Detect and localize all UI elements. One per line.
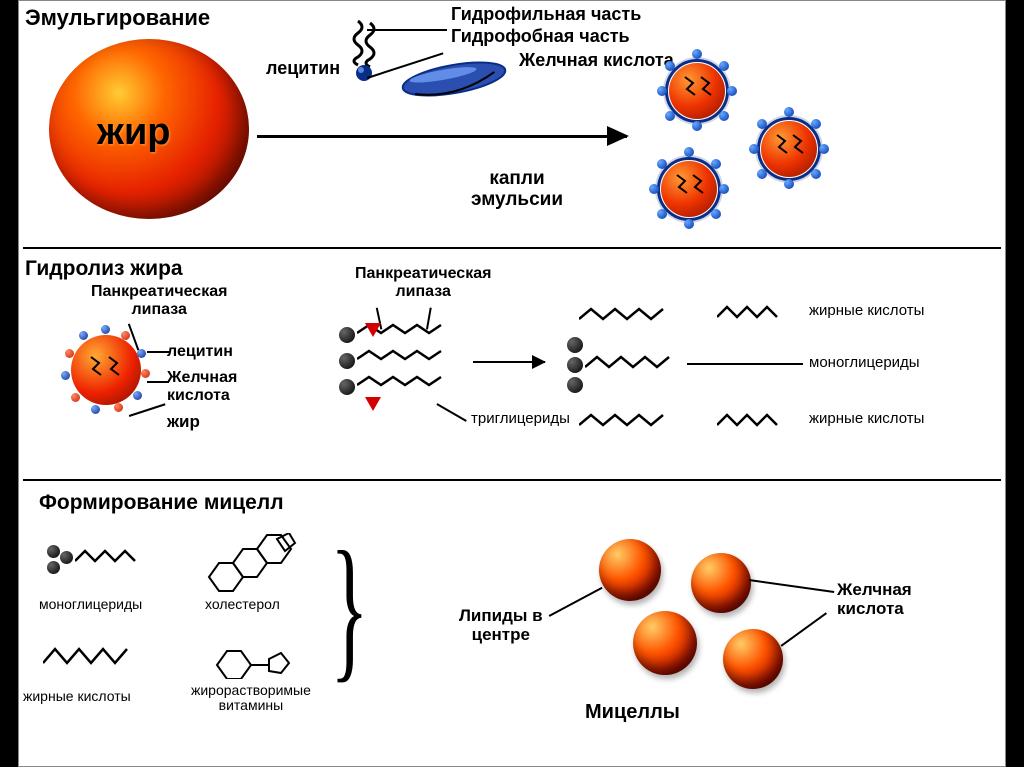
callout-lecithin	[147, 351, 169, 353]
callout-bile	[147, 381, 169, 383]
fatty-acids-label: жирные кислоты	[809, 303, 924, 320]
vitamins-label: жирорастворимые витамины	[191, 683, 311, 714]
micelle-sphere	[633, 611, 697, 675]
hydrophobic-label: Гидрофобная часть	[451, 27, 630, 47]
fat-label: жир	[97, 111, 171, 154]
cholesterol-icon	[199, 533, 299, 593]
emulsified-droplet	[59, 323, 153, 417]
emulsion-droplet	[657, 51, 737, 131]
fatty-acid-icon	[43, 645, 143, 667]
section-title-emulsification: Эмульгирование	[25, 5, 210, 31]
bile-acid-label: Желчная кислота	[519, 51, 674, 71]
lecithin-icon	[344, 19, 384, 79]
callout-bile2b	[781, 612, 827, 646]
micelle-sphere	[691, 553, 751, 613]
monoglycerides-label-2: моноглицериды	[39, 597, 142, 612]
section-title-micelles: Формирование мицелл	[39, 491, 284, 515]
fatty-acids-label-2: жирные кислоты	[809, 411, 924, 428]
section-emulsification: Эмульгирование жир лецитин Гидрофильная …	[19, 1, 1005, 251]
panc-lipase-label-1: Панкреатическая липаза	[91, 283, 227, 318]
fatty-acid-icon	[717, 303, 797, 321]
callout-hydrophilic	[367, 29, 447, 31]
lecithin-label-2: лецитин	[167, 343, 233, 361]
hydrophilic-label: Гидрофильная часть	[451, 5, 641, 25]
monoglycerides-label: моноглицериды	[809, 355, 920, 372]
emulsion-droplet	[649, 149, 729, 229]
micelle-sphere	[599, 539, 661, 601]
section-title-hydrolysis: Гидролиз жира	[25, 257, 183, 281]
cholesterol-label: холестерол	[205, 597, 280, 612]
brace-icon: }	[330, 527, 368, 687]
bile-acid-label-3: Желчная кислота	[837, 581, 912, 618]
bile-acid-icon	[399, 59, 509, 93]
callout-lipids	[549, 587, 603, 616]
emulsification-arrow	[257, 135, 627, 138]
lecithin-label: лецитин	[266, 59, 340, 79]
bile-acid-label-2: Желчная кислота	[167, 369, 237, 404]
section-hydrolysis: Гидролиз жира Панкреатическая липаза лец…	[19, 253, 1005, 483]
callout-bile2a	[749, 579, 834, 592]
divider	[23, 247, 1001, 249]
diagram-panel: Эмульгирование жир лецитин Гидрофильная …	[18, 0, 1006, 767]
fat-label-2: жир	[167, 413, 200, 432]
micelles-label: Мицеллы	[585, 701, 680, 723]
hydrolysis-arrow	[473, 361, 545, 363]
panc-lipase-label-2: Панкреатическая липаза	[355, 265, 491, 300]
lipids-center-label: Липиды в центре	[459, 607, 543, 644]
section-micelles: Формирование мицелл моноглицериды холест…	[19, 485, 1005, 765]
emulsion-droplet	[749, 109, 829, 189]
emulsion-drops-label: капли эмульсии	[471, 169, 563, 211]
triglycerides-label: триглицериды	[471, 411, 570, 428]
callout-mono	[687, 363, 803, 365]
micelle-sphere	[723, 629, 783, 689]
fatty-acid-icon	[717, 411, 797, 429]
vitamin-icon	[211, 635, 291, 679]
fatty-acids-label-3: жирные кислоты	[23, 689, 131, 704]
divider	[23, 479, 1001, 481]
callout-trig	[437, 403, 467, 421]
